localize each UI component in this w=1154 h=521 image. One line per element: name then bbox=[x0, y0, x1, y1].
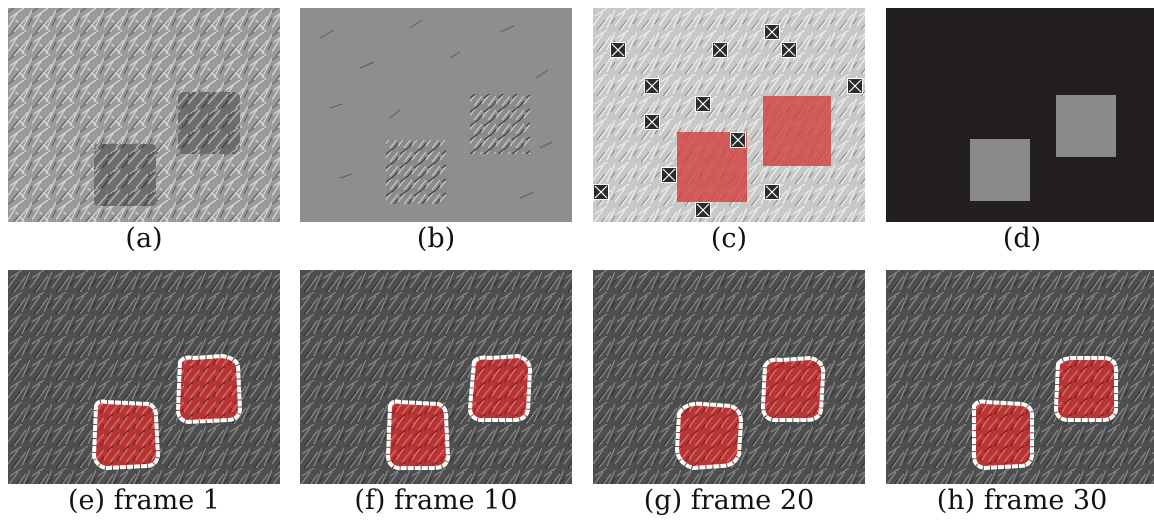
panel-f-svg bbox=[300, 270, 572, 484]
panel-h-svg bbox=[886, 270, 1154, 484]
crossed-box-icon bbox=[695, 96, 711, 112]
object-square-2 bbox=[94, 144, 156, 206]
caption-e: (e) frame 1 bbox=[68, 485, 220, 516]
segmentation-contour-1 bbox=[175, 353, 243, 425]
segmentation-contour-2 bbox=[972, 399, 1034, 471]
panel-b-image bbox=[300, 8, 572, 222]
crossed-box-icon bbox=[847, 78, 863, 94]
panel-g-svg bbox=[593, 270, 865, 484]
segmentation-contour-2 bbox=[385, 399, 451, 470]
difference-region-1 bbox=[470, 94, 530, 154]
mask-region-1 bbox=[1056, 95, 1116, 157]
panel-a-image bbox=[8, 8, 280, 222]
panel-h-image bbox=[886, 270, 1154, 484]
crossed-box-icon bbox=[712, 42, 728, 58]
crossed-box-icon bbox=[644, 114, 660, 130]
caption-g: (g) frame 20 bbox=[643, 485, 815, 516]
segmentation-contour-1 bbox=[1053, 356, 1118, 422]
crossed-box-icon bbox=[593, 184, 609, 200]
crossed-box-icon bbox=[764, 184, 780, 200]
difference-region-2 bbox=[386, 140, 446, 204]
crossed-box-icon bbox=[730, 132, 746, 148]
caption-f: (f) frame 10 bbox=[354, 485, 518, 516]
crossed-box-icon bbox=[661, 167, 677, 183]
caption-d: (d) bbox=[1002, 223, 1042, 254]
mask-region-2 bbox=[970, 139, 1030, 201]
panel-e-svg bbox=[8, 270, 280, 484]
caption-h: (h) frame 30 bbox=[936, 485, 1108, 516]
panel-d-svg bbox=[886, 8, 1154, 222]
crossed-box-icon bbox=[695, 202, 711, 218]
panel-g-image bbox=[593, 270, 865, 484]
segmentation-contour-1 bbox=[467, 353, 533, 422]
caption-b: (b) bbox=[416, 223, 456, 254]
segmentation-contour-1 bbox=[760, 355, 826, 422]
panel-c-svg bbox=[593, 8, 865, 222]
panel-e-image bbox=[8, 270, 280, 484]
crossed-box-icon bbox=[644, 78, 660, 94]
panel-b-svg bbox=[300, 8, 572, 222]
panel-a-svg bbox=[8, 8, 280, 222]
panel-d-image bbox=[886, 8, 1154, 222]
panel-f-image bbox=[300, 270, 572, 484]
caption-c: (c) bbox=[710, 223, 748, 254]
segmentation-contour-2 bbox=[674, 401, 744, 471]
crossed-box-icon bbox=[764, 24, 780, 40]
red-detection-1 bbox=[763, 96, 831, 166]
panel-c-image bbox=[593, 8, 865, 222]
crossed-box-icon bbox=[781, 42, 797, 58]
object-square-1 bbox=[178, 92, 240, 154]
crossed-box-icon bbox=[610, 42, 626, 58]
caption-a: (a) bbox=[125, 223, 163, 254]
segmentation-contour-2 bbox=[91, 399, 161, 471]
